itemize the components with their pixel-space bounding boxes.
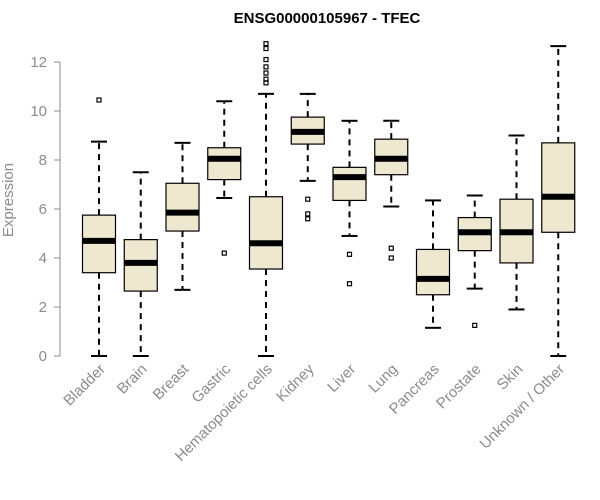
x-tick-label: Liver: [324, 361, 359, 396]
y-tick-label: 8: [39, 152, 47, 169]
outlier-point: [263, 76, 269, 82]
outlier-point: [305, 216, 311, 222]
y-tick-label: 0: [39, 348, 47, 365]
box-11: [499, 134, 534, 311]
outlier-point: [263, 41, 269, 47]
outlier-point: [346, 251, 353, 257]
y-tick-label: 2: [39, 299, 47, 316]
outlier-point: [96, 97, 102, 103]
box-iqr: [81, 214, 117, 274]
chart-title: ENSG00000105967 - TFEC: [234, 10, 421, 27]
outlier-point: [346, 281, 353, 287]
y-tick-label: 12: [30, 54, 47, 71]
y-tick-label: 6: [39, 201, 47, 218]
outlier-point: [263, 56, 269, 63]
box-12: [541, 45, 576, 357]
box-7: [332, 119, 367, 287]
box-iqr: [248, 196, 284, 270]
x-tick-label: Breast: [150, 360, 193, 403]
box-iqr: [332, 166, 367, 202]
box-9: [415, 199, 451, 329]
x-tick-label: Kidney: [273, 360, 318, 405]
box-3: [165, 141, 200, 291]
outlier-point: [472, 322, 478, 328]
x-tick-label: Brain: [114, 361, 151, 398]
box-iqr: [207, 147, 242, 181]
y-axis: 0 2 4 6 8 10 12: [30, 54, 61, 365]
outlier-point: [221, 250, 227, 256]
box-10: [457, 194, 492, 328]
box-6: [290, 92, 325, 222]
box-iqr: [165, 182, 200, 232]
outlier-point: [263, 70, 269, 76]
box-iqr: [541, 142, 576, 233]
y-axis-label: Expression: [0, 163, 17, 237]
x-tick-label: Bladder: [60, 361, 109, 410]
outlier-point: [305, 196, 311, 202]
box-8: [374, 119, 409, 261]
outlier-point: [305, 211, 311, 217]
box-1: [81, 97, 117, 357]
box-4: [207, 100, 242, 256]
y-tick-label: 10: [30, 103, 47, 120]
box-iqr: [415, 248, 451, 296]
y-tick-label: 4: [39, 250, 47, 267]
boxes: [81, 41, 576, 357]
outlier-point: [388, 245, 394, 251]
outlier-point: [263, 45, 269, 52]
box-5: [248, 41, 284, 357]
outlier-point: [388, 255, 394, 261]
x-tick-label: Prostate: [433, 361, 485, 413]
box-2: [123, 171, 158, 357]
x-tick-label: Lung: [365, 361, 401, 397]
x-tick-label: Skin: [494, 361, 527, 394]
outlier-point: [263, 64, 269, 70]
